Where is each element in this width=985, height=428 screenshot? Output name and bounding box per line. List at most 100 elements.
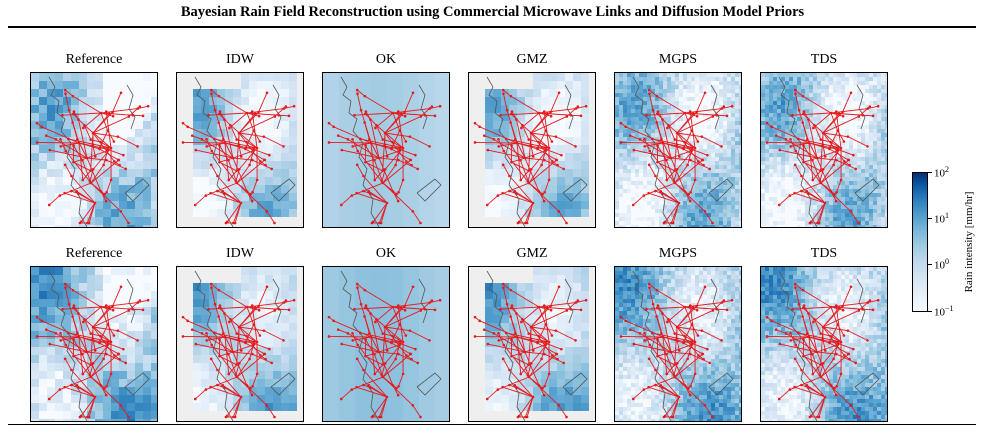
rain-cell [881,89,885,93]
link-endpoint [794,92,797,95]
rain-cell [739,181,741,185]
rain-cell [849,125,853,129]
rain-cell [781,101,785,105]
rain-cell [785,185,789,189]
microwave-link [676,116,713,134]
rain-cell [201,177,209,185]
rain-cell [111,225,119,227]
rain-cell [781,73,785,77]
microwave-link [78,142,84,181]
rain-cell [735,169,739,173]
rain-cell [731,173,735,177]
rain-cell [419,73,435,89]
rain-cell [435,137,449,153]
rain-cell [707,213,711,217]
rain-cell [675,181,679,185]
rain-cell [869,141,873,145]
rain-field-svg [31,267,157,421]
rain-cell [639,201,643,205]
rain-cell [671,177,675,181]
rain-cell [711,197,715,201]
link-endpoint [63,191,66,195]
rain-cell [119,129,127,137]
rain-cell [829,125,833,129]
rain-cell [485,89,493,97]
rain-cell [731,205,735,209]
rain-cell [849,81,853,85]
rain-cell [39,169,47,177]
link-endpoint [835,190,838,194]
rain-cell [825,153,829,157]
microwave-link [670,157,691,161]
rain-cell [881,181,885,185]
rain-cell [813,133,817,137]
rain-cell [339,217,355,227]
rain-cell [31,217,39,225]
rain-cell [71,323,79,331]
rain-cell [845,221,849,225]
microwave-link [830,112,839,131]
microwave-link [208,112,248,116]
microwave-link [801,175,826,204]
link-endpoint [547,178,551,182]
rain-cell [785,173,789,177]
rain-cell [785,189,789,193]
rain-cell [631,133,635,137]
link-endpoint [194,148,198,152]
microwave-link [365,157,380,163]
rain-cell [761,157,765,161]
link-endpoint [99,384,103,387]
microwave-link [516,119,526,159]
rain-cell [817,165,821,169]
rain-cell [833,165,837,169]
rain-cell [627,165,631,169]
rain-cell [853,141,857,145]
rain-cell [639,193,643,197]
rain-cell [111,89,119,97]
rain-cell [103,403,111,411]
rain-cell [289,129,297,137]
link-endpoint [262,158,266,162]
rain-cell [135,347,143,355]
rain-cell [873,137,877,141]
rain-cell [31,177,39,185]
rain-cell [111,395,119,403]
rain-cell [635,169,639,173]
rain-cell [675,93,679,97]
rain-cell [789,121,793,125]
rain-cell [861,85,865,89]
rain-cell [777,169,781,173]
microwave-link [530,116,567,134]
rain-cell [869,89,873,93]
rain-cell [805,173,809,177]
rain-cell [87,267,95,275]
rain-cell [789,185,793,189]
rain-cell [273,89,281,97]
rain-cell [655,77,659,81]
rain-cell [781,161,785,165]
rain-cell [845,189,849,193]
link-endpoint [703,210,707,213]
rain-cell [627,205,631,209]
rain-cell [257,323,265,331]
link-endpoint [264,163,267,167]
rain-cell [651,129,655,133]
rain-cell [103,331,111,339]
microwave-link [522,124,550,149]
rain-cell [627,81,631,85]
microwave-link [544,159,564,170]
rain-cell [533,97,541,105]
rain-cell [793,173,797,177]
rain-cell [623,153,627,157]
rain-cell [761,181,765,185]
rain-cell [265,153,273,161]
rain-cell [715,169,719,173]
rain-cell [39,121,47,129]
rain-cell [877,161,881,165]
rain-cell [861,165,865,169]
link-endpoint [725,114,729,118]
rain-cell [885,125,887,129]
panel-label: OK [375,52,397,67]
rain-cell [769,221,773,225]
rain-cell [623,97,627,101]
